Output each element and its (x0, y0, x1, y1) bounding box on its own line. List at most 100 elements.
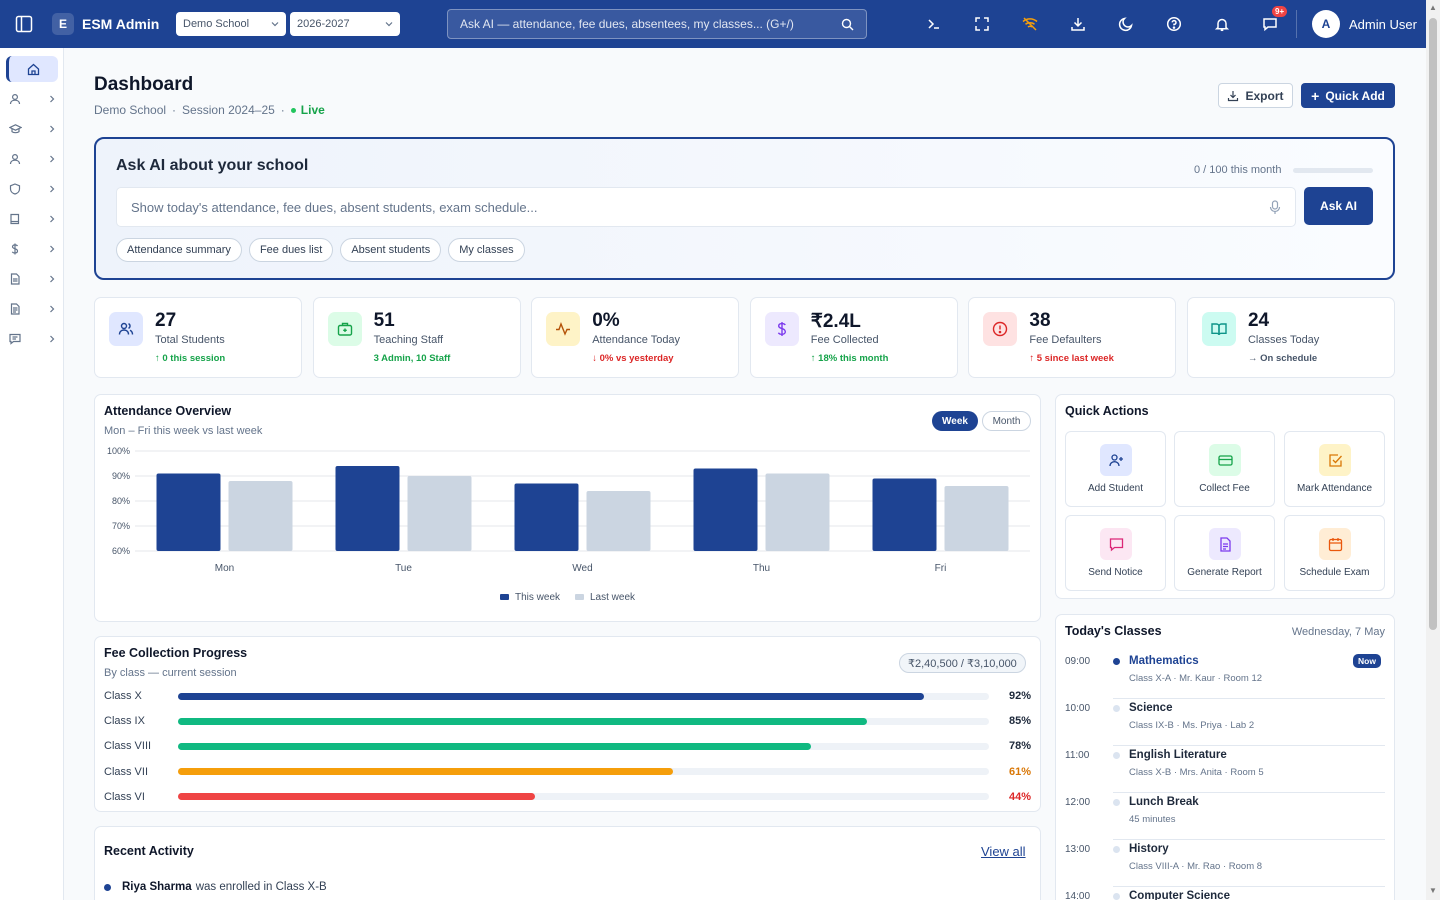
download-icon[interactable] (1054, 0, 1102, 48)
sidebar-item-finance[interactable] (6, 236, 58, 262)
quick-add-button[interactable]: + Quick Add (1301, 83, 1395, 108)
sidebar-item-library[interactable] (6, 206, 58, 232)
sidebar-item-security[interactable] (6, 176, 58, 202)
toggle-week[interactable]: Week (932, 411, 978, 431)
ask-ai-button[interactable]: Ask AI (1304, 187, 1373, 225)
sidebar (0, 48, 64, 900)
x-tick-label: Wed (572, 563, 592, 574)
toggle-month[interactable]: Month (982, 411, 1031, 431)
chat-icon[interactable]: 9+ (1246, 0, 1294, 48)
scrollbar-thumb[interactable] (1429, 18, 1437, 630)
moon-icon[interactable] (1102, 0, 1150, 48)
scroll-down-icon[interactable]: ▼ (1429, 886, 1437, 895)
class-list-item[interactable]: 14:00 Computer Science (1065, 887, 1385, 900)
notification-badge: 9+ (1272, 6, 1288, 17)
suggestion-chip[interactable]: My classes (448, 238, 525, 262)
global-search-input[interactable]: Ask AI — attendance, fee dues, absentees… (447, 9, 867, 39)
class-meta: Class IX-B · Ms. Priya · Lab 2 (1129, 720, 1255, 731)
class-list-item[interactable]: 12:00 Lunch Break 45 minutes (1065, 793, 1385, 840)
divider (1113, 745, 1385, 746)
book-open-icon (1201, 312, 1236, 346)
bell-icon[interactable] (1198, 0, 1246, 48)
sidebar-item-staff[interactable] (6, 146, 58, 172)
fee-progress-track (178, 793, 989, 801)
year-select[interactable]: 2026-2027 (290, 12, 400, 36)
x-tick-label: Mon (215, 563, 234, 574)
suggestion-chip[interactable]: Fee dues list (248, 238, 334, 262)
class-status-dot (1113, 658, 1120, 665)
sidebar-item-academics[interactable] (6, 116, 58, 142)
suggestion-chip[interactable]: Attendance summary (116, 238, 242, 262)
send-notice-button[interactable]: Send Notice (1065, 515, 1166, 591)
school-select[interactable]: Demo School (176, 12, 286, 36)
check-square-icon (1319, 444, 1351, 476)
scroll-up-icon[interactable]: ▲ (1429, 3, 1437, 12)
stat-label: Fee Collected (810, 334, 879, 346)
stat-card-students[interactable]: 27 Total Students ↑ 0 this session (94, 297, 302, 378)
collect-fee-button[interactable]: Collect Fee (1174, 431, 1275, 507)
now-badge: Now (1353, 654, 1381, 668)
graduation-cap-icon (8, 124, 22, 134)
class-list-item[interactable]: 13:00 History Class VIII-A · Mr. Rao · Roo… (1065, 840, 1385, 887)
class-time: 09:00 (1065, 656, 1091, 667)
stat-value: 38 (1029, 310, 1051, 331)
class-name: Lunch Break (1129, 796, 1199, 808)
schedule-exam-button[interactable]: Schedule Exam (1284, 515, 1385, 591)
class-list-item[interactable]: 09:00 Mathematics Class X-A · Mr. Kaur · R… (1065, 652, 1385, 699)
sidebar-toggle-icon[interactable] (0, 0, 48, 48)
calendar-icon (1319, 528, 1351, 560)
message-icon (9, 333, 21, 345)
sidebar-item-users[interactable] (6, 86, 58, 112)
suggestion-chip[interactable]: Absent students (340, 238, 442, 262)
help-icon[interactable] (1150, 0, 1198, 48)
legend-swatch (500, 594, 509, 600)
bar-this-week (335, 466, 400, 551)
chevron-right-icon (50, 275, 55, 283)
page-scrollbar[interactable]: ▲ ▼ (1426, 0, 1440, 900)
class-time: 11:00 (1065, 750, 1090, 761)
generate-report-button[interactable]: Generate Report (1174, 515, 1275, 591)
stat-card-defaulters[interactable]: 38 Fee Defaulters ↑ 5 since last week (968, 297, 1177, 378)
stat-card-classes[interactable]: 24 Classes Today → On schedule (1186, 297, 1395, 378)
fee-class-label: Class X (104, 690, 142, 702)
sidebar-item-reports[interactable] (6, 296, 58, 322)
class-list-item[interactable]: 11:00 English Literature Class X-B · Mrs. … (1065, 746, 1385, 793)
stat-card-fee-collected[interactable]: ₹2.4L Fee Collected ↑ 18% this month (749, 297, 958, 378)
x-tick-label: Thu (753, 563, 770, 574)
chevron-right-icon (50, 245, 55, 253)
sidebar-item-documents[interactable] (6, 266, 58, 292)
sidebar-item-home[interactable] (6, 56, 58, 82)
brand[interactable]: E ESM Admin (52, 13, 168, 35)
activity-text: was enrolled in Class X-B (195, 881, 327, 893)
view-all-link[interactable]: View all (981, 844, 1026, 859)
add-student-button[interactable]: Add Student (1065, 431, 1166, 507)
fee-class-label: Class IX (104, 715, 145, 728)
stat-card-staff[interactable]: 51 Teaching Staff 3 Admin, 10 Staff (312, 297, 521, 378)
activity-title: Recent Activity (104, 844, 194, 858)
dollar-icon (764, 312, 799, 346)
microphone-icon[interactable] (1269, 199, 1281, 215)
activity-item[interactable]: Riya Sharma was enrolled in Class X-B (104, 881, 327, 893)
fee-progress-card: Fee Collection Progress By class — curre… (94, 636, 1041, 812)
legend-label: This week (515, 592, 561, 603)
wifi-off-icon[interactable] (1006, 0, 1054, 48)
class-list-item[interactable]: 10:00 Science Class IX-B · Ms. Priya · Lab… (1065, 699, 1385, 746)
fee-percent: 92% (1008, 690, 1031, 702)
mark-attendance-button[interactable]: Mark Attendance (1284, 431, 1385, 507)
chevron-right-icon (50, 125, 55, 133)
divider (1113, 698, 1385, 699)
stat-card-attendance[interactable]: 0% Attendance Today ↓ 0% vs yesterday (531, 297, 740, 378)
activity-dot (104, 883, 111, 891)
sidebar-item-messages[interactable] (6, 326, 58, 352)
class-time: 14:00 (1065, 891, 1091, 900)
terminal-icon[interactable] (910, 0, 958, 48)
home-icon (27, 63, 40, 75)
user-menu[interactable]: A Admin User (1312, 10, 1417, 38)
activity-icon (546, 312, 581, 346)
export-button[interactable]: Export (1218, 83, 1293, 108)
class-meta: Class X-A · Mr. Kaur · Room 12 (1129, 673, 1263, 684)
class-time: 10:00 (1065, 703, 1091, 714)
ask-ai-input[interactable]: Show today's attendance, fee dues, absen… (116, 187, 1296, 227)
fee-row: Class X 92% (104, 689, 1031, 703)
fullscreen-icon[interactable] (958, 0, 1006, 48)
